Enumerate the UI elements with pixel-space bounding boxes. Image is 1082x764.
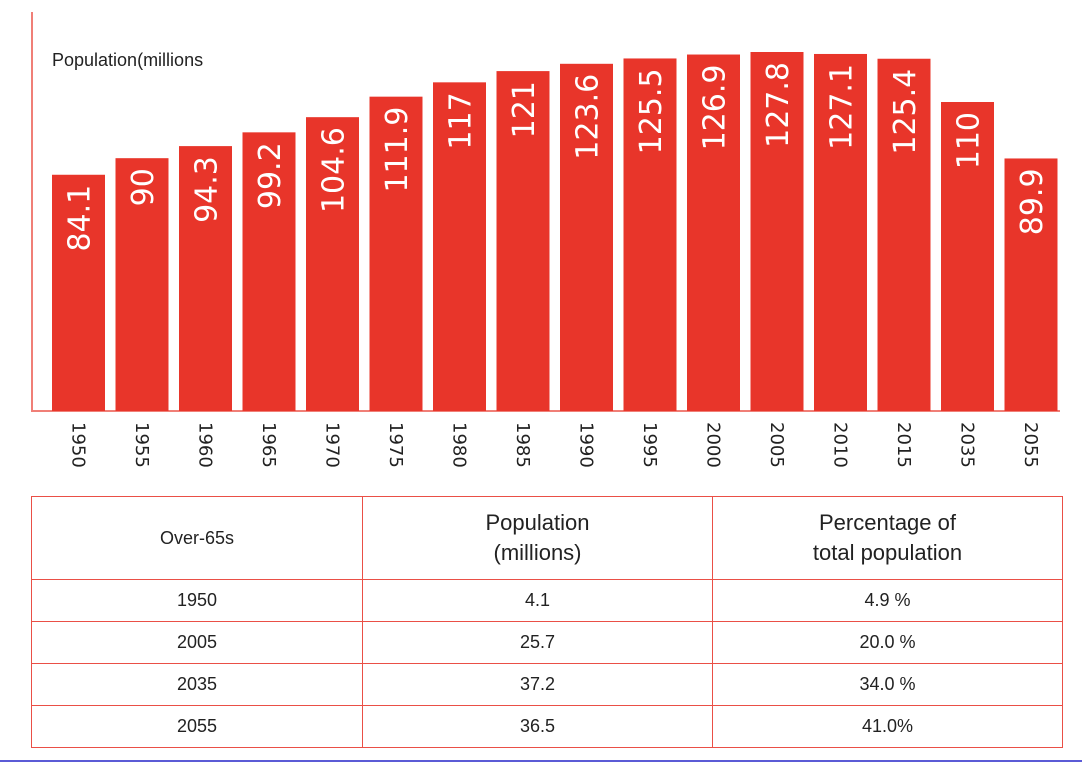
bar-value-label: 90 xyxy=(126,168,161,206)
cell-percentage: 20.0 % xyxy=(713,622,1063,664)
cell-year: 2035 xyxy=(32,664,363,706)
bar-value-label: 123.6 xyxy=(571,74,606,160)
x-tick-label: 1955 xyxy=(131,422,152,468)
x-tick-label: 2005 xyxy=(766,422,787,468)
x-tick-label: 1970 xyxy=(322,422,343,468)
bar-value-label: 84.1 xyxy=(63,185,98,252)
cell-population: 37.2 xyxy=(363,664,713,706)
x-tick-labels-group: 1950 1955 1960 1965 1970 1975 1980 1985 1990 1995… xyxy=(68,422,1042,468)
x-tick-label: 1975 xyxy=(385,422,406,468)
table-header-row: Over-65s Population (millions) Percentag… xyxy=(32,497,1063,580)
bar-value-label: 127.1 xyxy=(825,64,860,150)
population-bar-chart: Population(millions 84.1 90 94.3 99.2 104.6 1… xyxy=(0,0,1082,486)
cell-year: 2055 xyxy=(32,706,363,748)
header-line: total population xyxy=(713,538,1062,568)
bar-value-label: 89.9 xyxy=(1015,168,1050,235)
bar-value-label: 104.6 xyxy=(317,127,352,213)
x-tick-label: 1985 xyxy=(512,422,533,468)
cell-population: 4.1 xyxy=(363,580,713,622)
x-tick-label: 1995 xyxy=(639,422,660,468)
x-tick-label: 2035 xyxy=(957,422,978,468)
bar-value-label: 111.9 xyxy=(380,107,415,193)
x-tick-label: 2055 xyxy=(1020,422,1041,468)
cell-year: 2005 xyxy=(32,622,363,664)
x-tick-label: 1960 xyxy=(195,422,216,468)
bar-value-label: 125.5 xyxy=(634,68,669,154)
header-over-65s: Over-65s xyxy=(32,497,363,580)
x-tick-label: 1990 xyxy=(576,422,597,468)
cell-year: 1950 xyxy=(32,580,363,622)
x-tick-label: 2015 xyxy=(893,422,914,468)
table-row: 2035 37.2 34.0 % xyxy=(32,664,1063,706)
x-tick-label: 1965 xyxy=(258,422,279,468)
bar-value-label: 99.2 xyxy=(253,142,288,209)
header-line: Percentage of xyxy=(713,508,1062,538)
over-65s-table: Over-65s Population (millions) Percentag… xyxy=(31,496,1063,748)
bar-value-label: 110 xyxy=(952,112,987,169)
y-axis-label: Population(millions xyxy=(52,50,203,70)
cell-population: 36.5 xyxy=(363,706,713,748)
cell-percentage: 41.0% xyxy=(713,706,1063,748)
cell-percentage: 34.0 % xyxy=(713,664,1063,706)
bar-value-label: 121 xyxy=(507,81,542,138)
header-population: Population (millions) xyxy=(363,497,713,580)
x-tick-label: 2010 xyxy=(830,422,851,468)
table-row: 2055 36.5 41.0% xyxy=(32,706,1063,748)
table-row: 1950 4.1 4.9 % xyxy=(32,580,1063,622)
x-tick-label: 2000 xyxy=(703,422,724,468)
bar-value-label: 125.4 xyxy=(888,69,923,155)
bar-value-label: 94.3 xyxy=(190,156,225,223)
x-tick-label: 1980 xyxy=(449,422,470,468)
table-row: 2005 25.7 20.0 % xyxy=(32,622,1063,664)
bar-value-label: 127.8 xyxy=(761,62,796,148)
header-line: Over-65s xyxy=(32,523,362,553)
bottom-rule xyxy=(0,760,1082,762)
bar-value-label: 126.9 xyxy=(698,65,733,151)
cell-percentage: 4.9 % xyxy=(713,580,1063,622)
header-percentage: Percentage of total population xyxy=(713,497,1063,580)
header-line: (millions) xyxy=(363,538,712,568)
header-line: Population xyxy=(363,508,712,538)
x-tick-label: 1950 xyxy=(68,422,89,468)
cell-population: 25.7 xyxy=(363,622,713,664)
bar-value-label: 117 xyxy=(444,92,479,149)
